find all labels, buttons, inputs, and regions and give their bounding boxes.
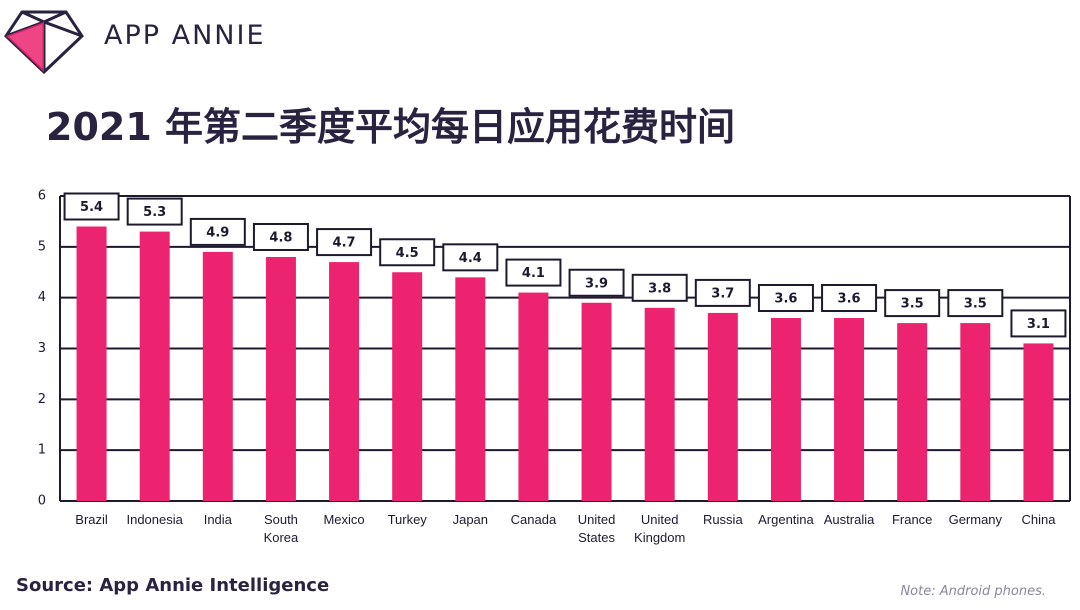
value-label-box <box>189 217 246 246</box>
x-tick-label: Mexico <box>323 512 365 527</box>
y-tick-label: 0 <box>38 494 46 509</box>
value-label-box <box>821 284 878 312</box>
x-tick-label: India <box>203 512 232 527</box>
bar <box>265 257 296 501</box>
y-tick-label: 2 <box>38 392 46 407</box>
x-tick-label: United Kingdom <box>634 512 686 545</box>
bar <box>392 272 423 501</box>
x-tick-label: South Korea <box>263 512 299 545</box>
value-label-box <box>505 258 562 287</box>
source: Source: App Annie Intelligence <box>16 575 330 596</box>
x-tick-label: Brazil <box>75 512 108 527</box>
value-label-box <box>316 228 373 257</box>
value-label-box <box>631 273 688 302</box>
y-tick-label: 1 <box>38 443 46 458</box>
value-label-box <box>126 197 183 226</box>
y-tick-label: 3 <box>38 341 46 356</box>
y-tick-label: 5 <box>38 239 46 254</box>
value-label-box <box>947 289 1004 318</box>
value-label: 3.8 <box>648 281 671 296</box>
bar <box>834 318 865 501</box>
x-tick-label: China <box>1021 512 1056 527</box>
value-label-box <box>252 223 309 251</box>
value-label: 4.7 <box>333 236 356 251</box>
bar <box>455 277 486 501</box>
x-tick-label: Indonesia <box>126 512 183 527</box>
value-label-box <box>884 289 941 318</box>
x-tick-label: Turkey <box>387 512 427 527</box>
value-label: 4.4 <box>459 251 482 266</box>
brand: APP ANNIE <box>104 20 266 51</box>
value-label: 4.8 <box>269 231 292 246</box>
bar <box>518 292 549 501</box>
note: Note: Android phones. <box>900 584 1046 599</box>
bar <box>960 323 991 501</box>
value-label: 3.9 <box>585 276 608 291</box>
value-label-box <box>694 278 751 307</box>
value-label-box <box>379 238 436 267</box>
value-label: 3.1 <box>1027 317 1050 332</box>
bar <box>770 318 801 501</box>
x-tick-label: Russia <box>702 512 743 527</box>
bar <box>139 231 170 502</box>
bar <box>76 226 107 501</box>
bar <box>1023 343 1054 501</box>
x-tick-label: Canada <box>510 512 557 527</box>
value-label: 3.6 <box>774 292 797 307</box>
x-tick-label: Japan <box>452 512 489 527</box>
y-tick-label: 6 <box>38 189 46 204</box>
x-tick-label: Argentina <box>758 512 814 527</box>
value-label-box <box>442 243 499 272</box>
value-label: 4.1 <box>522 266 545 281</box>
value-label: 3.5 <box>901 297 924 312</box>
value-label-box <box>63 192 120 221</box>
bar <box>202 251 233 501</box>
value-label: 4.9 <box>206 225 229 240</box>
bar <box>644 307 675 501</box>
bar <box>897 323 928 501</box>
value-label: 3.7 <box>711 286 734 301</box>
value-label: 3.6 <box>838 292 861 307</box>
bar <box>329 262 360 501</box>
value-label: 3.5 <box>964 297 987 312</box>
value-label-box <box>568 268 625 297</box>
chart-title: 2021 年第二季度平均每日应用花费时间 <box>46 105 735 149</box>
x-tick-label: Australia <box>823 512 875 527</box>
logo-accent <box>6 22 44 72</box>
value-label: 5.3 <box>143 205 166 220</box>
x-tick-label: France <box>891 512 933 527</box>
x-tick-label: United States <box>577 512 616 545</box>
value-label: 4.5 <box>396 246 419 261</box>
bar <box>581 302 612 501</box>
value-label-box <box>757 284 814 312</box>
bar <box>707 312 738 501</box>
value-label-box <box>1010 309 1067 338</box>
x-tick-label: Germany <box>948 512 1003 527</box>
value-label: 5.4 <box>80 200 103 215</box>
y-tick-label: 4 <box>38 290 46 305</box>
